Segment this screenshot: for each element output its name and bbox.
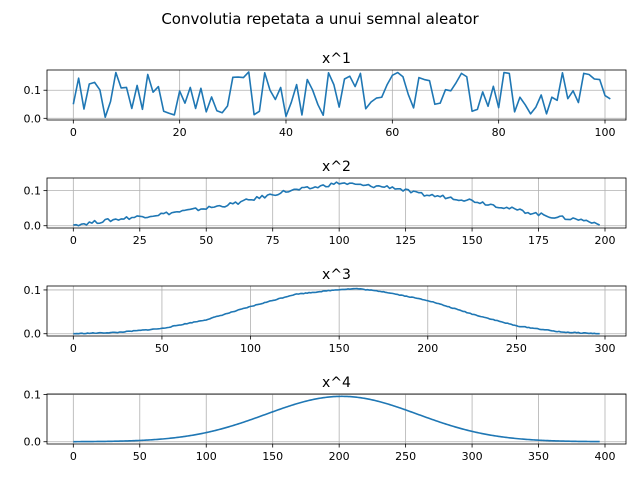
x-tick-label: 300 (462, 450, 483, 463)
x-tick-label: 60 (385, 126, 399, 139)
x-tick-label: 50 (155, 342, 169, 355)
subplot-3: x^3 0 50 100 150 200 250 300 0.0 0.1 (24, 267, 627, 355)
y-tick-label: 0.0 (24, 436, 42, 449)
y-tick-label: 0.0 (24, 328, 42, 341)
x-tick-label: 150 (329, 342, 350, 355)
x-tick-label: 350 (528, 450, 549, 463)
y-tick-label: 0.1 (24, 284, 42, 297)
subplot-1: x^1 0 20 40 60 80 100 0.0 0.1 (24, 51, 627, 139)
series-line (72, 71, 611, 118)
x-tick-label: 50 (199, 234, 213, 247)
subplot-4: x^4 0 50 100 150 200 250 300 350 400 0.0 0.1 (24, 375, 627, 463)
x-tick-label: 300 (594, 342, 615, 355)
x-tick-label: 80 (492, 126, 506, 139)
figure-suptitle: Convolutia repetata a unui semnal aleato… (161, 10, 479, 28)
subplot-title: x^2 (322, 159, 351, 175)
y-tick-label: 0.0 (24, 112, 42, 125)
y-tick-label: 0.1 (24, 84, 42, 97)
x-tick-label: 20 (173, 126, 187, 139)
subplot-title: x^1 (322, 51, 351, 67)
x-tick-label: 0 (70, 126, 77, 139)
y-tick-label: 0.1 (24, 388, 42, 401)
series-line (73, 181, 601, 227)
x-tick-label: 250 (395, 450, 416, 463)
x-tick-label: 75 (266, 234, 280, 247)
x-tick-label: 100 (594, 126, 615, 139)
axes-frame (46, 177, 627, 229)
x-tick-label: 175 (528, 234, 549, 247)
y-tick-label: 0.1 (24, 185, 42, 198)
x-tick-label: 0 (70, 342, 77, 355)
x-tick-label: 100 (240, 342, 261, 355)
x-tick-label: 400 (594, 450, 615, 463)
x-tick-label: 100 (196, 450, 217, 463)
x-tick-label: 40 (279, 126, 293, 139)
x-tick-label: 150 (262, 450, 283, 463)
axes-frame (46, 393, 627, 445)
subplots: x^1 0 20 40 60 80 100 0.0 0.1 x^2 0 25 50 75 100 125 150… (24, 51, 627, 463)
subplot-title: x^3 (322, 267, 351, 283)
axes-frame (46, 285, 627, 337)
x-tick-label: 125 (395, 234, 416, 247)
y-tick-label: 0.0 (24, 220, 42, 233)
x-tick-label: 200 (417, 342, 438, 355)
x-tick-label: 25 (133, 234, 147, 247)
axes-frame (46, 69, 627, 121)
x-tick-label: 150 (462, 234, 483, 247)
x-tick-label: 250 (506, 342, 527, 355)
x-tick-label: 200 (594, 234, 615, 247)
subplot-2: x^2 0 25 50 75 100 125 150 175 200 0.0 0.1 (24, 159, 627, 247)
x-tick-label: 50 (133, 450, 147, 463)
series-line (73, 395, 600, 443)
x-tick-label: 0 (70, 450, 77, 463)
x-tick-label: 200 (329, 450, 350, 463)
subplot-title: x^4 (322, 375, 351, 391)
x-tick-label: 100 (329, 234, 350, 247)
x-tick-label: 0 (70, 234, 77, 247)
series-line (73, 287, 600, 335)
